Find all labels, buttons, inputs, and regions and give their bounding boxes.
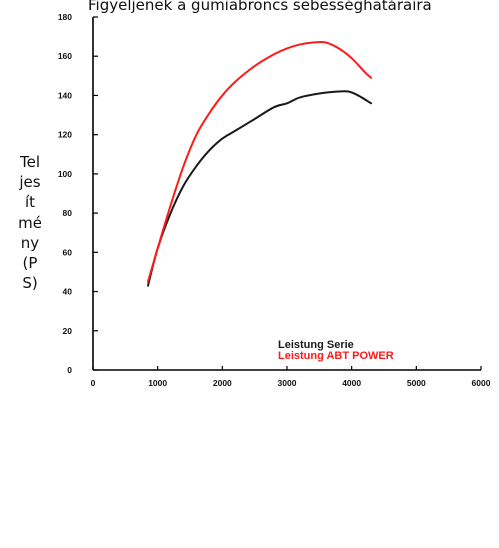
chart-caption: Figyeljenek a gumiabroncs sebességhatára…	[88, 0, 432, 14]
y-tick-label: 100	[58, 169, 72, 179]
chart-axes: 0 20 40 60 80 100 120 140 160 180 0 1000 2000 3000 400…	[58, 12, 491, 388]
x-tick-label: 0	[91, 378, 96, 388]
y-tick-label: 140	[58, 90, 72, 100]
series-line-0	[146, 90, 373, 287]
x-tick-label: 1000	[148, 378, 167, 388]
x-tick-label: 4000	[342, 378, 361, 388]
y-tick-label: 160	[58, 51, 72, 61]
legend-entry-1: Leistung ABT POWER	[278, 350, 394, 362]
y-tick-label: 180	[58, 12, 72, 22]
y-tick-label: 20	[63, 326, 73, 336]
y-tick-label: 0	[67, 365, 72, 375]
y-axis-label: Teljesítmény (PS)	[18, 153, 42, 293]
x-tick-label: 6000	[472, 378, 491, 388]
legend-entry-0: Leistung Serie	[278, 339, 354, 351]
y-tick-label: 60	[63, 247, 73, 257]
x-tick-label: 5000	[407, 378, 426, 388]
x-tick-label: 2000	[213, 378, 232, 388]
y-tick-label: 80	[63, 208, 73, 218]
series-line-1	[146, 40, 373, 283]
x-tick-label: 3000	[278, 378, 297, 388]
series-layer	[146, 40, 373, 287]
y-tick-label: 40	[63, 287, 73, 297]
y-tick-label: 120	[58, 130, 72, 140]
